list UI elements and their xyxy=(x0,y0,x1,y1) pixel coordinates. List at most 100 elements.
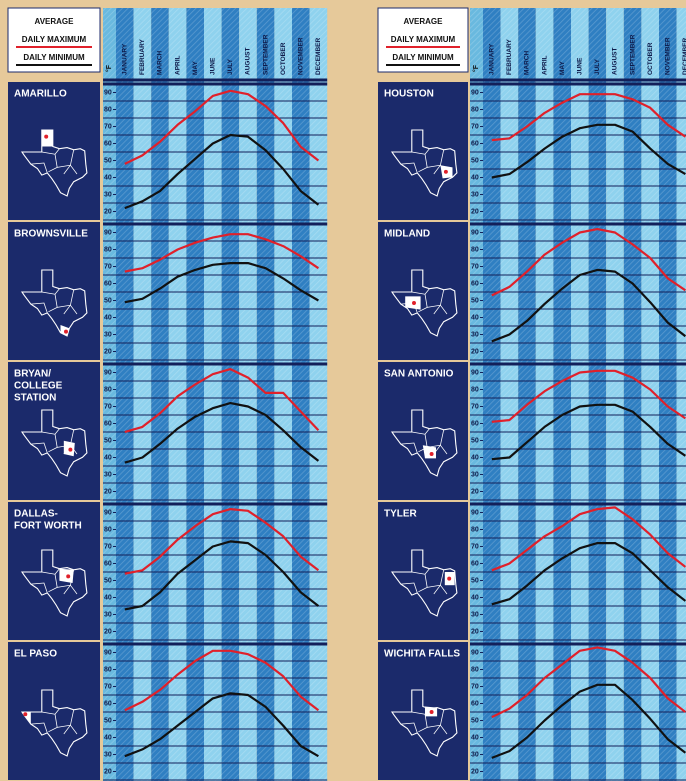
month-label: SEPTEMBER xyxy=(262,34,269,75)
temperature-line xyxy=(124,89,320,165)
city-name: FORT WORTH xyxy=(14,521,82,532)
month-label: MAY xyxy=(192,60,199,75)
month-label: OCTOBER xyxy=(280,42,287,75)
y-tick-label: 50 xyxy=(104,577,112,584)
map-county-line xyxy=(433,304,441,315)
y-tick-label: 40 xyxy=(104,454,112,461)
y-tick-label: 40 xyxy=(104,174,112,181)
y-tick-label: 50 xyxy=(104,717,112,724)
map-county-line xyxy=(440,584,448,595)
city-dot xyxy=(443,169,448,174)
temperature-line xyxy=(491,542,686,606)
temperature-line xyxy=(124,649,320,712)
city-dot xyxy=(412,301,416,305)
legend-box xyxy=(377,7,469,73)
y-tick-label: 40 xyxy=(471,314,479,321)
y-tick-label: 30 xyxy=(104,751,112,758)
texas-map xyxy=(390,269,458,337)
hatch xyxy=(103,8,328,781)
map-county-line xyxy=(400,442,418,454)
city-name: EL PASO xyxy=(14,649,57,660)
month-label: FEBRUARY xyxy=(506,38,513,75)
y-tick-label: 90 xyxy=(104,369,112,376)
y-tick-label: 20 xyxy=(104,488,112,495)
y-tick-label: 40 xyxy=(104,594,112,601)
map-region xyxy=(41,130,53,147)
city-dot xyxy=(429,452,434,456)
map-county-line xyxy=(418,434,428,453)
map-county-line xyxy=(48,714,58,733)
city-name: STATION xyxy=(14,393,56,404)
y-tick-label: 40 xyxy=(471,594,479,601)
y-tick-label: 70 xyxy=(471,123,479,130)
city-panel xyxy=(8,222,100,360)
y-tick-label: 60 xyxy=(104,420,112,427)
month-label: NOVEMBER xyxy=(298,37,305,75)
legend-box xyxy=(7,7,101,73)
y-tick-label: 90 xyxy=(104,229,112,236)
temperature-line xyxy=(491,228,686,297)
y-tick-label: 90 xyxy=(471,509,479,516)
map-county-line xyxy=(433,444,441,455)
month-label: SEPTEMBER xyxy=(629,34,636,75)
y-tick-label: 30 xyxy=(471,611,479,618)
city-panel xyxy=(378,362,468,500)
month-label: DECEMBER xyxy=(682,37,686,75)
map-county-line xyxy=(440,724,448,735)
y-tick-label: 80 xyxy=(471,246,479,253)
city-name: MIDLAND xyxy=(384,229,430,240)
month-label: JUNE xyxy=(577,57,584,75)
map-county-line xyxy=(70,164,78,175)
legend-label: DAILY MAXIMUM xyxy=(391,35,456,44)
month-label: FEBRUARY xyxy=(139,38,146,75)
map-outline xyxy=(390,129,458,197)
y-tick-label: 20 xyxy=(471,348,479,355)
legend-label: DAILY MINIMUM xyxy=(392,53,454,62)
y-tick-label: 30 xyxy=(104,471,112,478)
temperature-line xyxy=(491,123,686,179)
texas-map xyxy=(20,269,88,337)
city-dot xyxy=(66,574,71,579)
y-tick-label: 80 xyxy=(104,666,112,673)
legend-label: DAILY MINIMUM xyxy=(23,53,85,62)
y-tick-label: 60 xyxy=(104,700,112,707)
map-outline xyxy=(390,689,458,757)
y-tick-label: 50 xyxy=(104,437,112,444)
temperature-line xyxy=(124,262,319,304)
temperature-line xyxy=(124,540,320,611)
y-tick-label: 70 xyxy=(104,263,112,270)
map-county-line xyxy=(400,722,418,734)
temperature-line xyxy=(491,268,686,343)
temperature-line xyxy=(491,369,686,423)
y-tick-label: 70 xyxy=(471,683,479,690)
y-tick-label: 40 xyxy=(104,314,112,321)
map-county-line xyxy=(70,584,78,595)
y-tick-label: 80 xyxy=(471,386,479,393)
unit-label: °F xyxy=(105,64,113,72)
city-dot xyxy=(68,447,73,452)
texas-map xyxy=(390,129,458,197)
month-label: JANUARY xyxy=(122,43,129,75)
texas-map xyxy=(390,409,458,477)
y-tick-label: 50 xyxy=(471,157,479,164)
y-tick-label: 30 xyxy=(104,611,112,618)
city-name: COLLEGE xyxy=(14,381,63,392)
temperature-line xyxy=(124,692,319,758)
map-county-line xyxy=(63,724,71,735)
map-county-line xyxy=(418,154,428,173)
month-label: DECEMBER xyxy=(315,37,322,75)
temperature-line xyxy=(124,368,320,434)
legend-title: AVERAGE xyxy=(35,17,75,26)
map-county-line xyxy=(418,294,428,313)
map-outline xyxy=(390,409,458,477)
y-tick-label: 70 xyxy=(471,403,479,410)
y-tick-label: 60 xyxy=(104,560,112,567)
city-dot xyxy=(64,329,68,334)
y-tick-label: 90 xyxy=(471,369,479,376)
city-name: WICHITA FALLS xyxy=(384,649,460,660)
y-tick-label: 40 xyxy=(471,734,479,741)
unit-label: °F xyxy=(472,64,480,72)
y-tick-label: 80 xyxy=(471,106,479,113)
map-county-line xyxy=(70,304,78,315)
month-label: MAY xyxy=(559,60,566,75)
